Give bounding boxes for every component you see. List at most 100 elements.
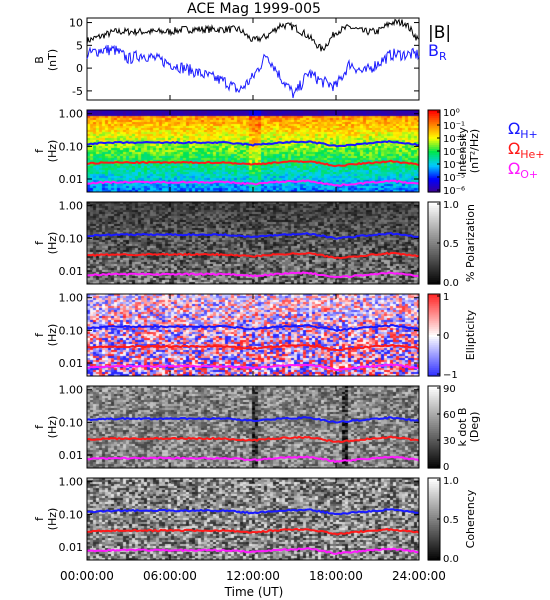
frequency-tick-label: 1.00	[59, 108, 84, 121]
colorbar-segment	[428, 390, 440, 393]
colorbar-segment	[428, 339, 440, 342]
colorbar-segment	[428, 228, 440, 232]
colorbar-tick-label: 0	[443, 331, 449, 342]
colorbar-segment	[428, 277, 440, 281]
frequency-ylabel-top: f	[33, 424, 46, 429]
colorbar-segment	[428, 208, 440, 211]
colorbar-segment	[428, 367, 440, 371]
colorbar-segment	[428, 396, 440, 399]
colorbar-segment	[428, 177, 440, 181]
colorbar-segment	[428, 351, 440, 355]
colorbar-segment	[428, 492, 440, 495]
frequency-ylabel-bottom: (Hz)	[46, 232, 59, 255]
kdotb-colorbar: 90 60 30 0 k dot B (Deg)	[427, 384, 481, 473]
mag-y-ticks: 10 5 0 -5	[69, 17, 419, 98]
colorbar-segment	[428, 326, 440, 330]
colorbar-segment	[428, 247, 440, 250]
coherency-heatmap	[87, 478, 419, 560]
colorbar-segment	[428, 496, 440, 500]
colorbar-segment	[428, 523, 440, 526]
colorbar-segment	[428, 427, 440, 430]
colorbar-segment	[428, 259, 440, 263]
o-gyrofrequency-line	[86, 179, 420, 187]
colorbar-segment	[428, 257, 440, 260]
intensity-colorbar-label: (nT²/Hz)	[468, 129, 481, 173]
colorbar-segment	[428, 294, 440, 297]
colorbar-segment	[428, 267, 440, 271]
colorbar-segment	[428, 269, 440, 273]
colorbar-segment	[428, 525, 440, 528]
frequency-tick-label: 0.10	[59, 416, 84, 429]
colorbar-segment	[428, 185, 440, 189]
colorbar-tick-label: 1	[443, 292, 449, 303]
colorbar-tick-label: 10⁻²	[443, 134, 465, 145]
colorbar-segment	[428, 410, 440, 414]
colorbar-segment	[428, 253, 440, 256]
frequency-tick-label: 1.00	[59, 384, 84, 397]
frequency-ylabel-bottom: (Hz)	[46, 416, 59, 439]
o-gyrofrequency-line	[86, 271, 420, 279]
colorbar-segment	[428, 273, 440, 277]
colorbar-segment	[428, 408, 440, 412]
colorbar-segment	[428, 365, 440, 369]
colorbar-segment	[428, 304, 440, 307]
colorbar-segment	[428, 120, 440, 123]
colorbar-segment	[428, 533, 440, 536]
colorbar-segment	[428, 431, 440, 434]
colorbar-segment	[428, 214, 440, 217]
frequency-tick-label: 0.10	[59, 324, 84, 337]
colorbar-segment	[428, 189, 440, 193]
colorbar-segment	[428, 275, 440, 279]
colorbar-segment	[428, 263, 440, 267]
mag-tick-label: -5	[72, 85, 83, 98]
colorbar-segment	[428, 435, 440, 438]
colorbar-segment	[428, 539, 440, 543]
colorbar-segment	[428, 527, 440, 530]
colorbar-segment	[428, 130, 440, 134]
colorbar-segment	[428, 388, 440, 391]
colorbar-segment	[428, 240, 440, 244]
legend-he-symbol: Ω	[508, 139, 520, 158]
mag-ylabel-top: B	[33, 56, 46, 64]
colorbar-tick-label: 30	[443, 436, 456, 447]
colorbar-segment	[428, 142, 440, 146]
colorbar-segment	[428, 498, 440, 502]
legend-he: ΩHe+	[508, 139, 545, 161]
frequency-tick-label: 0.01	[59, 541, 84, 554]
colorbar-segment	[428, 249, 440, 252]
colorbar-segment	[428, 165, 440, 168]
colorbar-segment	[428, 312, 440, 316]
colorbar-segment	[428, 175, 440, 179]
he-gyrofrequency-line	[86, 435, 420, 444]
frequency-tick-label: 0.10	[59, 232, 84, 245]
colorbar-segment	[428, 224, 440, 228]
colorbar-segment	[428, 400, 440, 403]
kdotb-panel: f (Hz) 1.00 0.10 0.01 90 60 30 0 k dot B (Deg)	[33, 384, 481, 473]
colorbar-segment	[428, 296, 440, 299]
colorbar-tick-label: 10⁻¹	[443, 121, 465, 132]
mag-tick-label: 5	[76, 39, 83, 52]
colorbar-segment	[428, 414, 440, 418]
colorbar-segment	[428, 144, 440, 148]
legend-o: ΩO+	[508, 159, 538, 181]
legend-h: ΩH+	[508, 119, 538, 141]
colorbar-segment	[428, 148, 440, 152]
colorbar-tick-label: 0.5	[443, 515, 459, 526]
colorbar-segment	[428, 251, 440, 254]
time-tick-label: 18:00:00	[309, 569, 363, 583]
legend-br-label: B	[428, 41, 439, 60]
kdotb-heatmap	[87, 386, 419, 468]
colorbar-segment	[428, 151, 440, 154]
colorbar-segment	[428, 300, 440, 303]
colorbar-segment	[428, 179, 440, 183]
colorbar-segment	[428, 218, 440, 222]
colorbar-segment	[428, 322, 440, 326]
colorbar-segment	[428, 132, 440, 136]
intensity-heatmap	[87, 110, 419, 192]
colorbar-segment	[428, 424, 440, 428]
time-tick-label: 24:00:00	[392, 569, 446, 583]
colorbar-segment	[428, 353, 440, 357]
colorbar-segment	[428, 116, 440, 119]
colorbar-segment	[428, 265, 440, 269]
